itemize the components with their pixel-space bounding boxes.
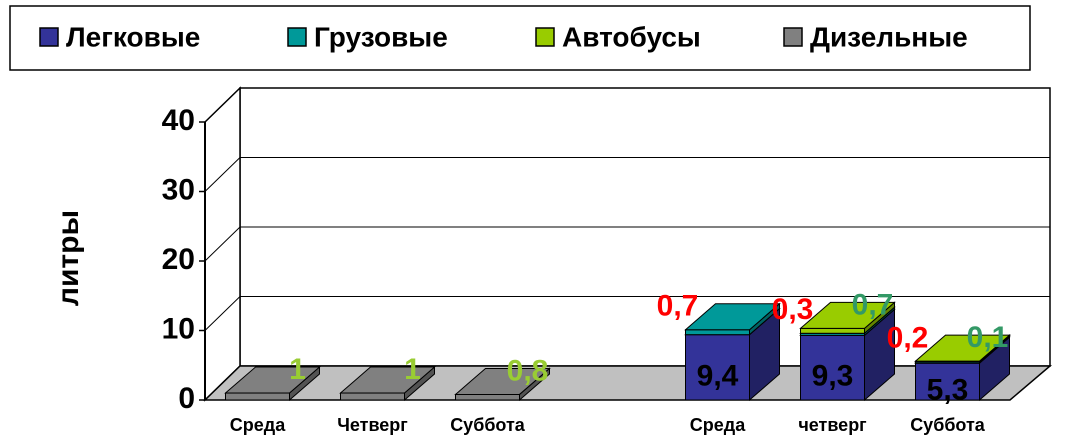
bar-top (454, 367, 551, 395)
legend-box (9, 5, 1031, 71)
legend-label: Дизельные (810, 21, 968, 52)
grid-line (204, 157, 1050, 192)
y-axis-label: литры (52, 210, 85, 306)
legend-swatch (535, 27, 555, 47)
grid-line (204, 226, 1050, 262)
bar-top (684, 303, 781, 331)
bar-top (339, 366, 436, 394)
bar-front (800, 334, 865, 401)
bar-side-shade (864, 309, 895, 400)
data-label: 9,3 (812, 360, 854, 393)
bar-side-shade (404, 367, 435, 400)
data-label: 5,3 (927, 374, 969, 407)
bar-front (685, 334, 750, 401)
data-label: 0,1 (967, 321, 1009, 354)
bar-side-shade (749, 303, 780, 335)
legend-swatch (783, 27, 803, 47)
grid-line (204, 87, 1050, 123)
y-tick-label: 0 (178, 382, 195, 415)
bar-side-shade (979, 337, 1010, 400)
x-tick-label: Среда (230, 415, 286, 435)
bar-side-shade (289, 367, 320, 400)
y-tick-label: 30 (162, 173, 195, 206)
data-label: 0,2 (887, 322, 929, 355)
y-tick-label: 20 (162, 243, 195, 276)
legend-swatch (287, 27, 307, 47)
y-tick-label: 10 (162, 312, 195, 345)
bar-top (799, 301, 896, 329)
data-label: 0,8 (507, 354, 549, 387)
legend-label: Легковые (66, 21, 200, 52)
data-label: 0,7 (657, 290, 699, 323)
bar-front (685, 329, 750, 336)
bar-front (225, 392, 290, 401)
x-tick-label: Среда (690, 415, 746, 435)
data-label: 0,3 (772, 293, 814, 326)
x-tick-label: Суббота (450, 415, 526, 435)
legend-label: Грузовые (314, 21, 448, 52)
grid-line (204, 296, 1050, 331)
legend-label: Автобусы (562, 21, 701, 52)
bar-side-shade (749, 308, 780, 400)
bar-side-shade (864, 302, 895, 334)
data-label: 1 (289, 353, 306, 386)
x-tick-label: четверг (798, 415, 867, 435)
legend-swatch (39, 27, 59, 47)
bar-top (914, 334, 1011, 362)
bar-front (340, 392, 405, 401)
x-tick-label: Четверг (337, 415, 408, 435)
bar-front (455, 393, 520, 401)
x-tick-label: Суббота (910, 415, 986, 435)
data-label: 0,7 (852, 288, 894, 321)
y-tick-label: 40 (162, 104, 195, 137)
bar-top (224, 366, 321, 394)
bar-front (915, 362, 980, 401)
data-label: 1 (404, 353, 421, 386)
data-label: 9,4 (697, 359, 739, 392)
bar-side-shade (519, 368, 550, 400)
bar-front (800, 327, 865, 334)
